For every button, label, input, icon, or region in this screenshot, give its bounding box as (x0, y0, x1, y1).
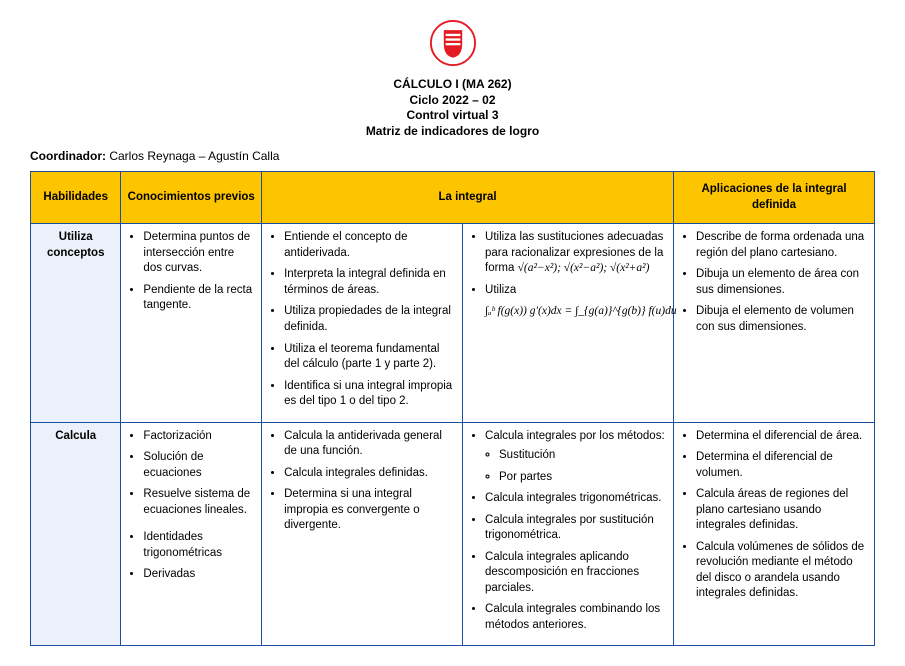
cell-aplicaciones: Determina el diferencial de área. Determ… (674, 422, 875, 646)
list-item: Calcula integrales por los métodos: Sust… (485, 429, 665, 486)
header-line-4: Matriz de indicadores de logro (30, 124, 875, 140)
list-item: Dibuja un elemento de área con sus dimen… (696, 267, 866, 298)
formula: ∫ₐᵇ f(g(x)) g′(x)dx = ∫_{g(a)}^{g(b)} f(… (485, 304, 665, 320)
list-item: Identifica si una integral impropia es d… (284, 379, 454, 410)
coordinator-value: Carlos Reynaga – Agustín Calla (109, 149, 279, 163)
list-item: Utiliza el teorema fundamental del cálcu… (284, 342, 454, 373)
list-item: Identidades trigonométricas (143, 530, 253, 561)
list-item: Determina el diferencial de volumen. (696, 450, 866, 481)
list-item: Entiende el concepto de antiderivada. (284, 230, 454, 261)
col-header-integral: La integral (262, 172, 674, 224)
list-item: Calcula integrales aplicando descomposic… (485, 550, 665, 597)
col-header-previos: Conocimientos previos (121, 172, 262, 224)
cell-previos: Determina puntos de intersección entre d… (121, 224, 262, 422)
row-label: Calcula (31, 422, 121, 646)
list-item: Utiliza propiedades de la integral defin… (284, 304, 454, 335)
logo (30, 20, 875, 69)
matrix-table: Habilidades Conocimientos previos La int… (30, 171, 875, 646)
list-item: Determina si una integral impropia es co… (284, 487, 454, 534)
list-item: Dibuja el elemento de volumen con sus di… (696, 304, 866, 335)
list-item: Describe de forma ordenada una región de… (696, 230, 866, 261)
list-item: Calcula integrales definidas. (284, 466, 454, 482)
list-item: Interpreta la integral definida en térmi… (284, 267, 454, 298)
row-label: Utiliza conceptos (31, 224, 121, 422)
table-row: Utiliza conceptos Determina puntos de in… (31, 224, 875, 422)
header-line-3: Control virtual 3 (30, 108, 875, 124)
list-item: Por partes (499, 470, 665, 486)
cell-integral-a: Entiende el concepto de antiderivada. In… (262, 224, 463, 422)
cell-previos: Factorización Solución de ecuaciones Res… (121, 422, 262, 646)
document-header: CÁLCULO I (MA 262) Ciclo 2022 – 02 Contr… (30, 77, 875, 139)
list-item: Utiliza las sustituciones adecuadas para… (485, 230, 665, 277)
coordinator-label: Coordinador: (30, 149, 106, 163)
list-item: Utiliza ∫ₐᵇ f(g(x)) g′(x)dx = ∫_{g(a)}^{… (485, 283, 665, 320)
list-item: Calcula la antiderivada general de una f… (284, 429, 454, 460)
list-item: Sustitución (499, 448, 665, 464)
list-item: Calcula integrales trigonométricas. (485, 491, 665, 507)
table-row: Calcula Factorización Solución de ecuaci… (31, 422, 875, 646)
list-item: Determina el diferencial de área. (696, 429, 866, 445)
list-item: Resuelve sistema de ecuaciones lineales. (143, 487, 253, 518)
col-header-aplicaciones: Aplicaciones de la integral definida (674, 172, 875, 224)
list-item: Calcula integrales por sustitución trigo… (485, 513, 665, 544)
cell-integral-b: Calcula integrales por los métodos: Sust… (463, 422, 674, 646)
list-item: Derivadas (143, 567, 253, 583)
cell-integral-a: Calcula la antiderivada general de una f… (262, 422, 463, 646)
cell-integral-b: Utiliza las sustituciones adecuadas para… (463, 224, 674, 422)
coordinator-line: Coordinador: Carlos Reynaga – Agustín Ca… (30, 149, 875, 163)
list-item: Factorización (143, 429, 253, 445)
header-line-1: CÁLCULO I (MA 262) (30, 77, 875, 93)
header-line-2: Ciclo 2022 – 02 (30, 93, 875, 109)
cell-aplicaciones: Describe de forma ordenada una región de… (674, 224, 875, 422)
formula: √(a²−x²); √(x²−a²); √(x²+a²) (518, 262, 650, 274)
list-item: Solución de ecuaciones (143, 450, 253, 481)
list-item: Calcula áreas de regiones del plano cart… (696, 487, 866, 534)
list-item: Determina puntos de intersección entre d… (143, 230, 253, 277)
col-header-habilidades: Habilidades (31, 172, 121, 224)
list-item: Calcula volúmenes de sólidos de revoluci… (696, 540, 866, 602)
list-item: Pendiente de la recta tangente. (143, 283, 253, 314)
list-item: Calcula integrales combinando los método… (485, 602, 665, 633)
